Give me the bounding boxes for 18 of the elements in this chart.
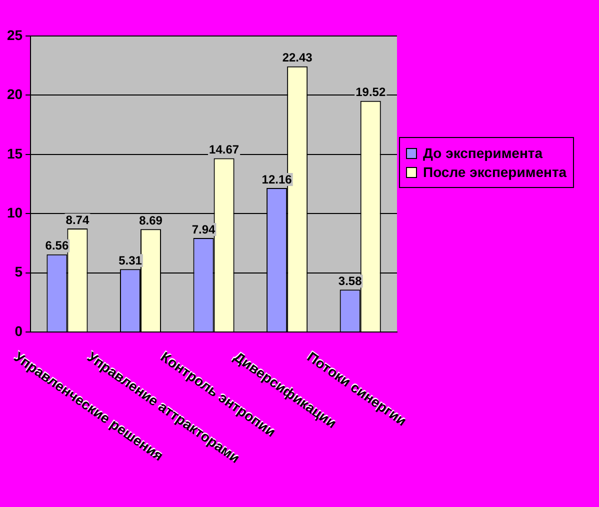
data-label: 8.74	[66, 212, 90, 227]
data-label: 7.94	[192, 222, 216, 236]
y-tick-label: 20	[6, 86, 23, 102]
data-label: 22.43	[282, 50, 313, 65]
data-label: 8.69	[139, 213, 163, 228]
data-label: 19.52	[356, 85, 386, 100]
data-label: 3.58	[338, 274, 362, 288]
y-tick-label: 0	[14, 322, 23, 339]
data-label: 6.56	[45, 238, 69, 253]
data-label: 14.67	[209, 142, 240, 157]
y-tick-label: 5	[14, 264, 23, 280]
data-label: 12.16	[262, 172, 292, 186]
legend-label: После эксперимента	[423, 164, 567, 180]
y-tick-label: 15	[6, 145, 23, 162]
y-tick-label: 25	[6, 26, 23, 43]
y-tick-label: 10	[6, 204, 23, 220]
data-label: 5.31	[118, 253, 142, 268]
legend-label: До эксперимента	[423, 145, 543, 161]
